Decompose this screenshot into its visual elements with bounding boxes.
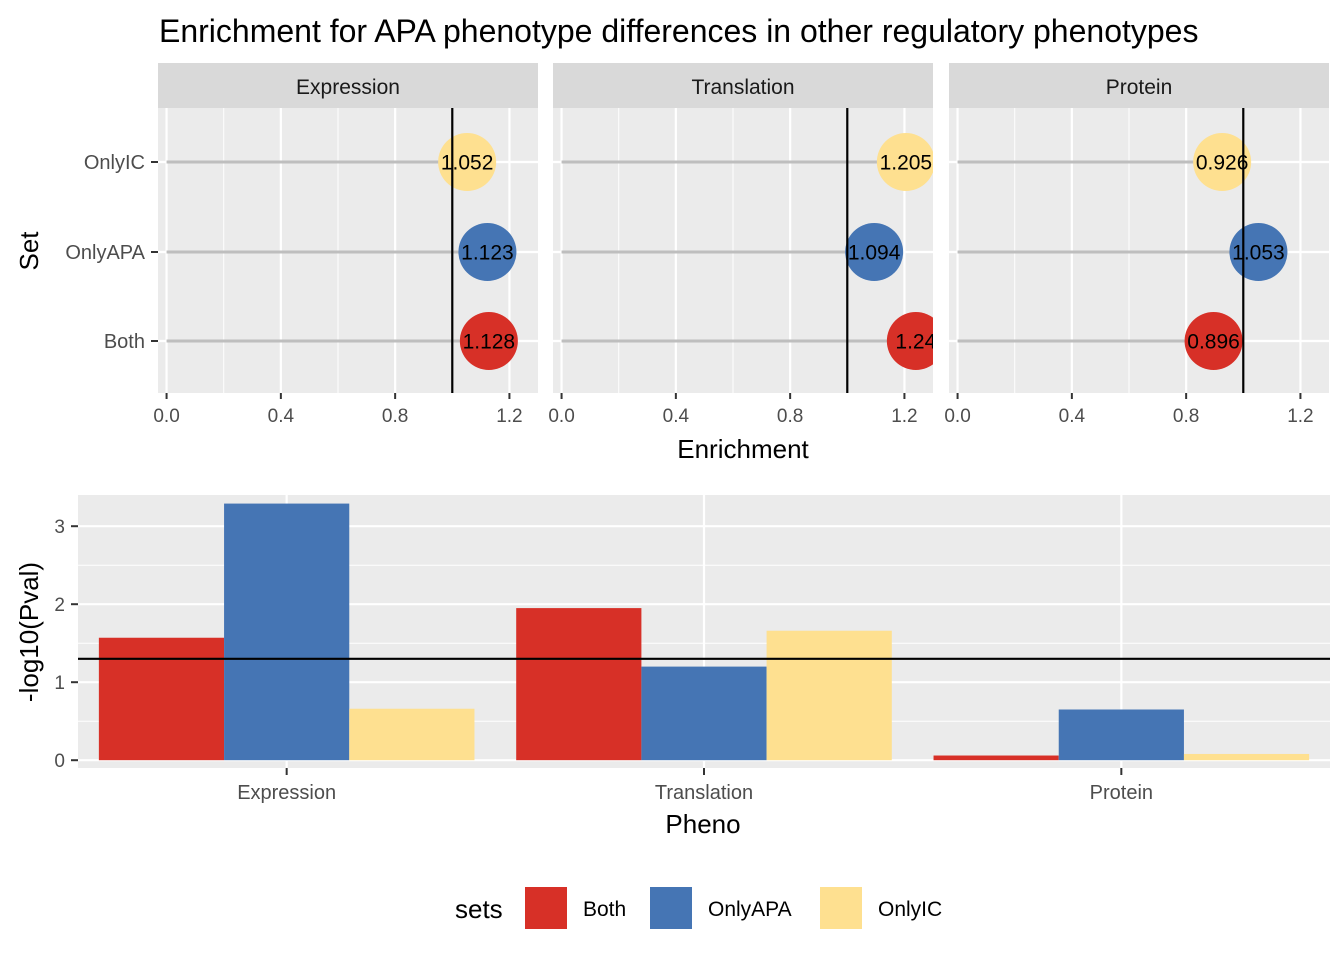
x-tick-label: 0.8 (1173, 406, 1199, 427)
x-tick-label: Expression (237, 782, 336, 804)
data-label-onlyapa: 1.123 (461, 242, 514, 265)
legend-label-onlyapa: OnlyAPA (708, 898, 792, 921)
x-tick-label: 0.4 (268, 406, 295, 427)
x-tick-label: Protein (1090, 782, 1153, 804)
facet-label: Translation (691, 76, 794, 99)
legend-key-both (525, 887, 567, 929)
y-tick-label: Both (104, 331, 145, 353)
legend-key-onlyic (820, 887, 862, 929)
bar-translation-onlyic (766, 630, 892, 761)
facet-expression: Expression 1.052 1.123 1.128 0.0 0.4 0.8 1.2 (153, 63, 538, 427)
x-tick-label: 0.4 (663, 406, 690, 427)
panel-content: 0.926 1.053 0.896 (957, 108, 1288, 393)
lollipop-point-both (886, 312, 933, 370)
data-label-both: 1.24 (895, 331, 936, 354)
bar-protein-onlyic (1183, 753, 1310, 761)
bar-expression-both (98, 637, 225, 761)
x-tick-label: 0.0 (944, 406, 970, 427)
bar-translation-both (516, 608, 642, 761)
lollipop-point-onlyic (1193, 133, 1252, 191)
facet-protein: Protein 0.926 1.053 0.896 0.0 0.4 0.8 1.2 (944, 63, 1329, 427)
x-tick-label: 1.2 (496, 406, 522, 427)
y-tick-label: 0 (54, 751, 65, 772)
legend-key-onlyapa (650, 887, 692, 929)
facet-strip (553, 63, 933, 108)
lollipop-point-both (1184, 312, 1243, 370)
facet-translation: Translation 1.205 1.094 1.24 0.0 0.4 0.8 1.2 (548, 63, 936, 427)
lollipop-point-onlyapa (845, 223, 904, 281)
facet-label: Protein (1106, 76, 1173, 99)
data-label-onlyapa: 1.094 (848, 242, 901, 265)
lollipop-point-both (459, 312, 518, 370)
y-axis-title: Set (14, 231, 44, 271)
bar-expression-onlyapa (224, 503, 350, 761)
y-tick-label: 1 (54, 673, 65, 694)
x-tick-label: 0.0 (548, 406, 574, 427)
x-tick-label: 1.2 (1287, 406, 1313, 427)
y-tick-label: 2 (54, 595, 65, 616)
x-axis-title: Enrichment (677, 434, 809, 464)
data-label-onlyic: 1.205 (880, 152, 933, 175)
lollipop-point-onlyapa (458, 223, 517, 281)
bar-translation-onlyapa (641, 666, 767, 761)
x-tick-label: 1.2 (891, 406, 917, 427)
bar-protein-both (933, 755, 1059, 761)
data-label-both: 1.128 (463, 331, 516, 354)
panel-content: 1.205 1.094 1.24 (561, 108, 936, 393)
chart-title: Enrichment for APA phenotype differences… (159, 13, 1198, 49)
pvalue-bar-plot: 0 1 2 3 Expression Translation Protein Pheno -lo… (14, 495, 1330, 839)
y-tick-label: 3 (54, 517, 65, 538)
x-tick-label: 0.8 (382, 406, 408, 427)
facet-strip (949, 63, 1329, 108)
bar-protein-onlyapa (1058, 709, 1184, 761)
data-label-onlyic: 0.926 (1196, 152, 1249, 175)
x-tick-label: 0.8 (777, 406, 803, 427)
x-tick-label: 0.0 (153, 406, 179, 427)
legend-label-onlyic: OnlyIC (878, 898, 942, 921)
legend: sets Both OnlyAPA OnlyIC (455, 887, 942, 929)
bar-expression-onlyic (349, 708, 475, 761)
legend-title: sets (455, 894, 503, 924)
data-label-both: 0.896 (1187, 331, 1240, 354)
x-tick-label: 0.4 (1059, 406, 1086, 427)
y-tick-label: OnlyIC (84, 152, 145, 174)
legend-label-both: Both (583, 898, 626, 921)
y-tick-label: OnlyAPA (65, 242, 145, 264)
data-label-onlyic: 1.052 (441, 152, 494, 175)
facet-label: Expression (296, 76, 400, 99)
data-label-onlyapa: 1.053 (1232, 242, 1285, 265)
x-axis-title: Pheno (665, 809, 740, 839)
facet-strip (158, 63, 538, 108)
x-tick-label: Translation (655, 782, 753, 804)
y-axis-title: -log10(Pval) (14, 562, 44, 702)
panel-content: 1.052 1.123 1.128 (166, 108, 518, 393)
lollipop-point-onlyic (876, 133, 933, 191)
